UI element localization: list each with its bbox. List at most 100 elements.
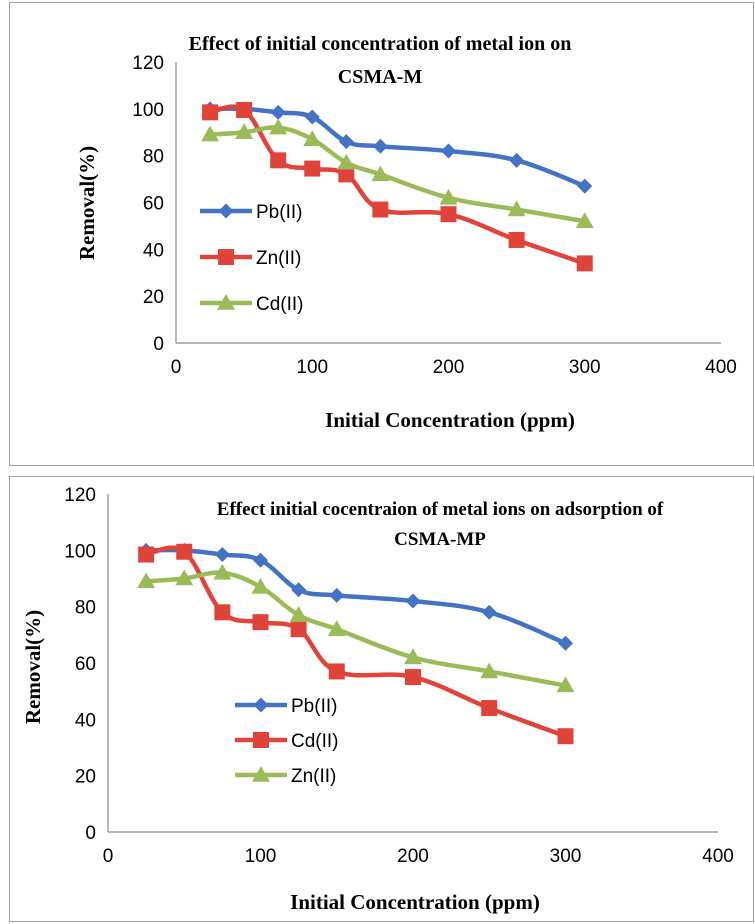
data-point [138, 546, 155, 563]
data-point [175, 569, 194, 586]
legend-label: Cd(II) [256, 294, 304, 315]
data-point [480, 662, 499, 679]
data-point [557, 728, 574, 745]
data-point [290, 621, 307, 638]
data-point [252, 614, 269, 631]
data-point [253, 552, 268, 568]
data-point [201, 125, 220, 142]
x-tick-label: 200 [433, 357, 465, 378]
data-point [289, 606, 308, 622]
chart-panel-csma-m: 0 20 40 60 80 100 120 0 100 200 300 400 Effect of in… [9, 2, 754, 466]
series-cdii [201, 118, 594, 228]
x-tick-label: 0 [171, 357, 182, 378]
y-tick-label: 120 [64, 485, 96, 506]
data-point [291, 582, 307, 598]
y-tick-label: 60 [75, 654, 96, 675]
data-point [214, 547, 230, 563]
data-point [338, 134, 354, 150]
x-axis-label: Initial Concentration (ppm) [290, 890, 540, 914]
data-point [338, 166, 355, 183]
data-point [405, 593, 421, 609]
x-tick-label: 200 [397, 846, 429, 867]
legend-entry: Cd(II) [235, 731, 339, 752]
series-znii [202, 102, 593, 272]
data-point [508, 231, 525, 248]
data-point [556, 676, 575, 693]
y-tick-label: 80 [143, 147, 164, 168]
legend-marker [218, 203, 234, 219]
y-tick-label: 0 [153, 334, 164, 355]
y-tick-label: 120 [132, 53, 164, 74]
legend-entry: Pb(II) [200, 202, 302, 223]
legend-entry: Cd(II) [200, 294, 304, 315]
data-point [371, 165, 390, 182]
data-point [439, 188, 458, 205]
data-point [405, 669, 421, 686]
data-point [404, 648, 422, 665]
x-tick-label: 400 [705, 357, 737, 378]
data-point [176, 543, 193, 560]
data-point [481, 700, 498, 717]
data-point [441, 143, 456, 159]
series-cdii [138, 543, 574, 745]
legend-label: Zn(II) [291, 766, 336, 787]
legend-marker [253, 697, 269, 713]
legend-label: Pb(II) [291, 696, 337, 717]
y-axis-label: Removal(%) [75, 146, 99, 260]
data-point [328, 663, 345, 680]
x-tick-label: 100 [245, 846, 277, 867]
legend-entry: Zn(II) [235, 766, 336, 787]
x-tick-label: 100 [296, 357, 328, 378]
data-point [202, 104, 219, 121]
data-point [558, 635, 573, 651]
y-tick-label: 20 [143, 287, 164, 308]
series-line [145, 545, 567, 739]
y-axis-label: Removal(%) [21, 610, 45, 724]
y-tick-label: 40 [75, 710, 96, 731]
x-axis-label: Initial Concentration (ppm) [325, 408, 575, 432]
chart-title: Effect initial cocentraion of metal ions… [217, 499, 664, 520]
data-point [236, 102, 253, 119]
chart-title: CSMA-MP [394, 529, 486, 550]
data-point [337, 153, 356, 170]
data-point [329, 587, 345, 603]
data-point [372, 138, 388, 154]
data-point [270, 152, 287, 169]
data-point [213, 563, 232, 580]
line-chart-csma-mp: 0 20 40 60 80 100 120 0 100 200 300 400 Effect initi… [21, 485, 734, 914]
data-point [251, 577, 270, 594]
data-point [507, 200, 526, 217]
data-point [327, 620, 346, 636]
legend-marker [252, 766, 270, 782]
data-point [372, 201, 389, 218]
data-point [577, 178, 593, 194]
data-point [269, 118, 288, 135]
x-tick-label: 300 [569, 357, 601, 378]
x-tick-label: 400 [702, 846, 734, 867]
chart-title: CSMA-M [338, 66, 423, 88]
legend-marker [218, 249, 234, 265]
y-tick-label: 100 [132, 100, 164, 121]
chart-title: Effect of initial concentration of metal… [189, 33, 572, 55]
y-tick-label: 0 [85, 823, 96, 844]
data-point [440, 206, 457, 223]
data-point [270, 104, 286, 120]
series-znii [137, 563, 575, 693]
legend-marker [253, 732, 269, 748]
x-tick-label: 300 [550, 846, 582, 867]
data-point [303, 130, 322, 147]
data-point [235, 123, 254, 139]
y-tick-label: 80 [75, 598, 96, 619]
legend-marker [217, 294, 235, 310]
data-point [304, 160, 321, 177]
legend-label: Pb(II) [256, 202, 302, 223]
data-point [509, 152, 525, 168]
legend-entry: Zn(II) [200, 248, 301, 269]
data-point [214, 604, 231, 621]
legend-label: Zn(II) [256, 248, 301, 269]
data-point [576, 255, 593, 272]
data-point [481, 604, 497, 620]
y-tick-label: 60 [143, 194, 164, 215]
y-tick-label: 20 [75, 767, 96, 788]
data-point [575, 212, 594, 228]
